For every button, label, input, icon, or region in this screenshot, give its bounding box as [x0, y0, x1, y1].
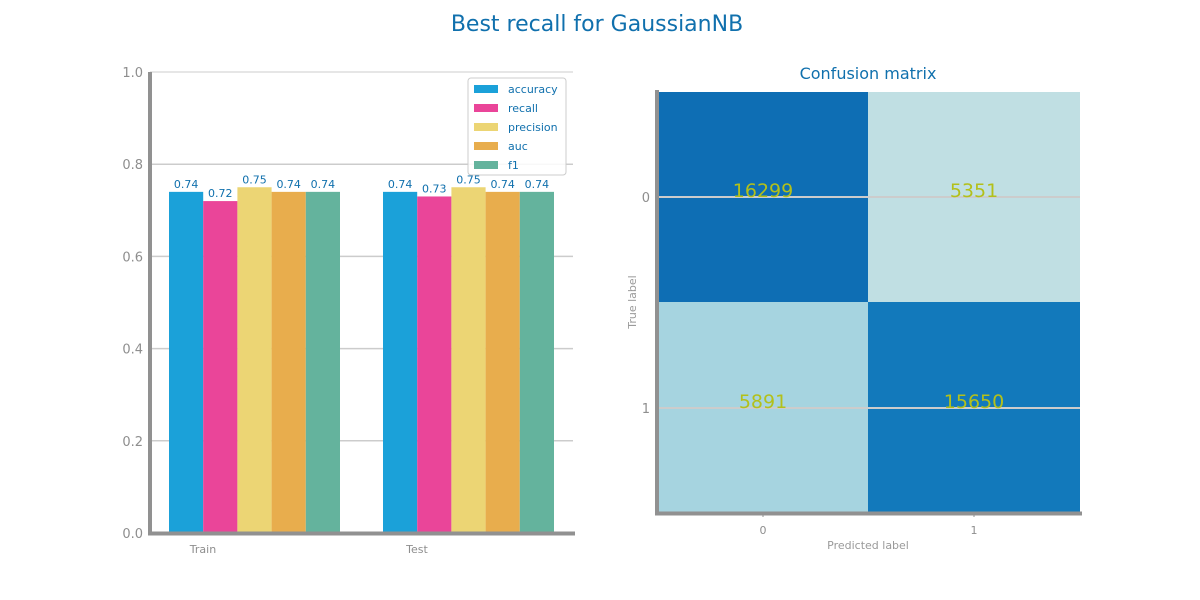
bar-value-label: 0.75	[456, 173, 481, 186]
bar-value-label: 0.74	[276, 178, 301, 191]
cm-ylabel: True label	[626, 275, 639, 329]
confusion-matrix: Confusion matrix 16299 5351 5891 15650 0 1 0 1…	[626, 64, 1082, 552]
cm-x-tick-label: 0	[760, 524, 767, 537]
legend-swatch-precision	[474, 123, 498, 131]
bar-chart: 0.00.20.40.60.81.0 0.740.720.75 0.74 0.74 0…	[122, 66, 575, 556]
legend-label-precision: precision	[508, 121, 558, 134]
bar-precision-test	[451, 187, 486, 533]
legend-box	[467, 77, 567, 176]
bar-y-tick-label: 0.6	[122, 250, 143, 265]
bar-value-label: 0.74	[311, 178, 336, 191]
bar-value-label: 0.74	[525, 178, 550, 191]
bar-y-ticks: 0.0 0.2 0.4 0.6 0.8 1.0	[122, 66, 143, 542]
cm-xlabel: Predicted label	[827, 539, 909, 552]
bar-value-label: 0.74	[490, 178, 515, 191]
bar-bars	[169, 187, 554, 534]
bar-accuracy-train	[169, 191, 204, 534]
cm-x-tick-label: 1	[971, 524, 978, 537]
bar-value-label: 0.73	[422, 182, 447, 195]
bar-auc-train	[271, 191, 306, 534]
cm-value-0-0: 16299	[733, 180, 793, 202]
cm-title: Confusion matrix	[800, 64, 937, 83]
cm-value-1-1: 15650	[944, 391, 1004, 413]
bar-accuracy-test	[383, 191, 418, 534]
legend-label-f1: f1	[508, 159, 519, 172]
legend-swatch-auc	[474, 142, 498, 150]
bar-x-tick-label: Test	[405, 543, 428, 556]
bar-value-label: 0.75	[242, 173, 267, 186]
bar-y-tick-label: 0.2	[122, 435, 143, 450]
cm-y-tick-label: 1	[642, 402, 650, 417]
legend-swatch-accuracy	[474, 85, 498, 93]
bar-y-tick-label: 0.4	[122, 343, 143, 358]
cm-cells	[658, 92, 1080, 512]
bar-y-tick-label: 0.8	[122, 158, 143, 173]
legend-swatch-f1	[474, 161, 498, 169]
figure-title: Best recall for GaussianNB	[451, 12, 743, 37]
bar-value-label: 0.72	[208, 187, 233, 200]
bar-recall-test	[417, 196, 452, 533]
cm-ticks: 0 1 0 1	[642, 191, 978, 537]
bar-value-label: 0.74	[388, 178, 413, 191]
bar-precision-train	[237, 187, 272, 533]
bar-f1-test	[519, 191, 554, 534]
legend-label-auc: auc	[508, 140, 528, 153]
cm-y-tick-label: 0	[642, 191, 650, 206]
bar-legend: accuracy recall precision auc f1	[467, 77, 567, 176]
legend-label-recall: recall	[508, 102, 538, 115]
cm-value-0-1: 5351	[950, 180, 998, 202]
legend-label-accuracy: accuracy	[508, 83, 558, 96]
cm-values: 16299 5351 5891 15650	[733, 180, 1004, 413]
bar-x-ticks: Train Test	[189, 543, 429, 556]
bar-data-labels: 0.74 0.72 0.75 0.74 0.74 0.74 0.73 0.75 0.74 0.74	[174, 173, 549, 200]
bar-recall-train	[203, 201, 238, 533]
cm-value-1-0: 5891	[739, 391, 787, 413]
bar-y-tick-label: 0.0	[122, 527, 143, 542]
bar-x-tick-label: Train	[189, 543, 216, 556]
bar-value-label: 0.74	[174, 178, 199, 191]
bar-auc-test	[485, 191, 520, 534]
bar-y-tick-label: 1.0	[122, 66, 143, 81]
bar-f1-train	[305, 191, 340, 534]
legend-swatch-recall	[474, 104, 498, 112]
